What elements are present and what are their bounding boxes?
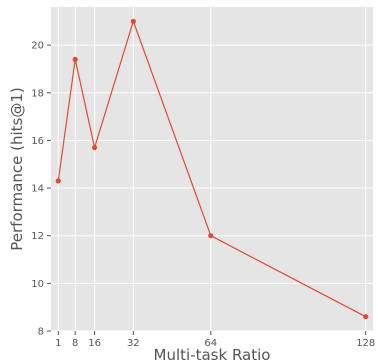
x-axis-title: Multi-task Ratio xyxy=(154,346,271,364)
x-tick-label: 128 xyxy=(356,338,375,349)
plot-background xyxy=(51,7,373,331)
x-tick-label: 8 xyxy=(72,338,78,349)
series-line xyxy=(57,19,367,318)
x-tick-label: 16 xyxy=(88,338,101,349)
y-tick-label: 10 xyxy=(31,279,44,290)
data-point xyxy=(208,233,214,239)
grid xyxy=(51,7,373,332)
data-point xyxy=(55,178,61,184)
data-point xyxy=(91,144,98,151)
y-tick-label: 8 xyxy=(38,327,44,338)
data-point xyxy=(363,314,369,320)
y-tick-label: 14 xyxy=(31,184,44,195)
data-point xyxy=(130,18,136,24)
axis-ticks: 8 10 12 14 16 18 20 1 8 16 32 64 128 xyxy=(31,41,375,349)
x-tick-label: 64 xyxy=(204,338,217,349)
x-tick-label: 1 xyxy=(55,338,61,349)
data-point xyxy=(72,56,78,63)
y-tick-label: 12 xyxy=(31,231,44,242)
y-tick-label: 16 xyxy=(31,136,44,147)
y-tick-label: 18 xyxy=(31,88,44,99)
series-group xyxy=(55,18,369,320)
y-tick-label: 20 xyxy=(31,41,44,52)
x-tick-label: 32 xyxy=(127,338,140,349)
y-axis-title: Performance (hits@1) xyxy=(8,87,26,250)
